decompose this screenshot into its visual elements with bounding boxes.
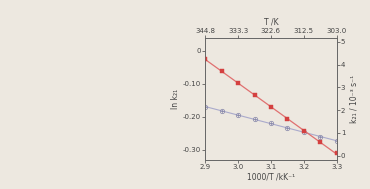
Y-axis label: k₂₁ / 10⁻³ s⁻¹: k₂₁ / 10⁻³ s⁻¹ [350,75,359,123]
X-axis label: 1000/T /kK⁻¹: 1000/T /kK⁻¹ [247,173,295,182]
Y-axis label: ln k₂₁: ln k₂₁ [171,89,180,109]
X-axis label: T /K: T /K [264,18,278,27]
